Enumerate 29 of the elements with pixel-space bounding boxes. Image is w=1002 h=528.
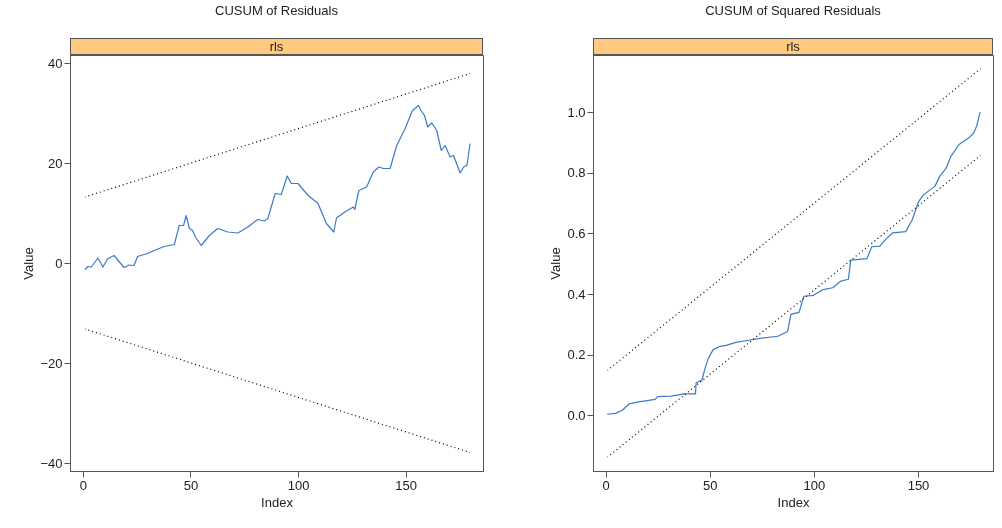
x-axis-title: Index — [261, 494, 294, 510]
chart-subtitle: rls — [786, 39, 800, 54]
y-tick-label: 40 — [48, 55, 63, 71]
y-tick-label: 0.2 — [567, 347, 586, 363]
y-tick-label: −40 — [40, 455, 63, 471]
x-tick-label: 100 — [803, 477, 826, 493]
x-tick-label: 50 — [183, 477, 199, 493]
x-tick-label: 50 — [702, 477, 718, 493]
y-tick-label: 0.0 — [567, 407, 586, 423]
chart-title: CUSUM of Squared Residuals — [704, 3, 882, 18]
x-tick-label: 150 — [395, 477, 417, 493]
y-tick-label: 0 — [55, 255, 63, 271]
x-tick-label: 0 — [79, 477, 88, 493]
y-tick-label: 0.4 — [567, 286, 586, 302]
y-tick-label: −20 — [40, 355, 63, 371]
x-axis-title: Index — [777, 494, 810, 510]
chart-title: CUSUM of Residuals — [214, 3, 339, 18]
x-tick-label: 0 — [602, 477, 610, 493]
x-tick-label: 100 — [287, 477, 310, 493]
y-axis-title: Value — [21, 247, 37, 280]
y-tick-label: 20 — [48, 155, 63, 171]
line-series — [84, 104, 471, 271]
chart-subtitle: rls — [269, 39, 284, 54]
y-tick-label: 0.6 — [567, 225, 586, 241]
y-tick-label: 1.0 — [567, 104, 586, 120]
x-tick-label: 150 — [907, 477, 930, 493]
y-axis-title: Value — [548, 247, 564, 280]
y-tick-label: 0.8 — [567, 165, 586, 181]
line-series — [606, 111, 981, 415]
